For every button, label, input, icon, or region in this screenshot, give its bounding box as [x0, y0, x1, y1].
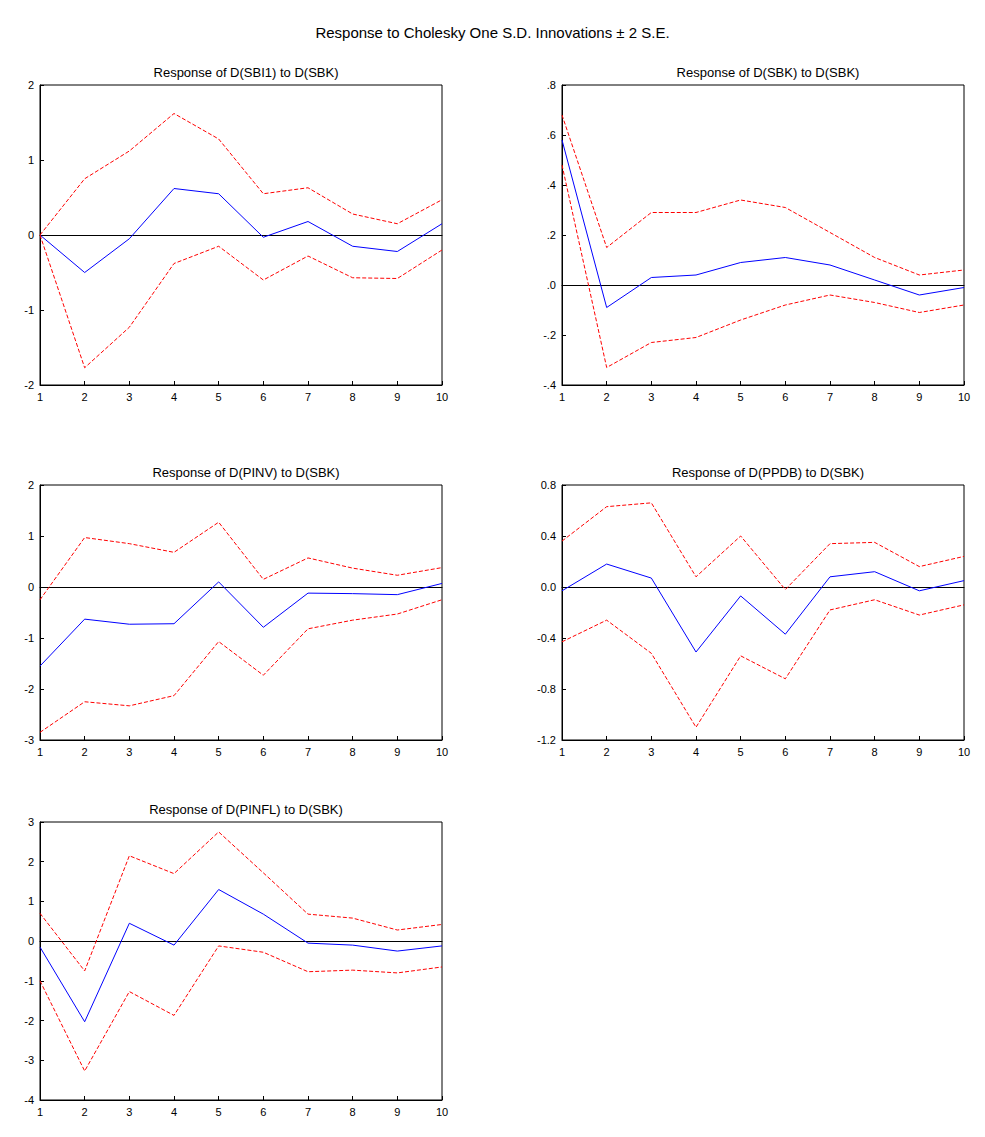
svg-text:-1: -1: [24, 975, 34, 987]
svg-text:0: 0: [28, 581, 34, 593]
svg-text:8: 8: [350, 746, 356, 758]
svg-text:-3: -3: [24, 1054, 34, 1066]
svg-text:9: 9: [394, 1106, 400, 1118]
svg-text:5: 5: [738, 391, 744, 403]
svg-text:-0.8: -0.8: [537, 683, 556, 695]
svg-text:4: 4: [171, 1106, 177, 1118]
svg-text:3: 3: [648, 746, 654, 758]
svg-text:1: 1: [28, 530, 34, 542]
svg-text:2: 2: [28, 79, 34, 91]
svg-text:6: 6: [782, 391, 788, 403]
svg-text:Response of D(PPDB) to D(SBK): Response of D(PPDB) to D(SBK): [672, 465, 864, 480]
svg-text:5: 5: [216, 746, 222, 758]
svg-text:3: 3: [28, 816, 34, 828]
svg-text:3: 3: [126, 746, 132, 758]
svg-text:9: 9: [916, 391, 922, 403]
svg-text:2: 2: [28, 856, 34, 868]
svg-text:0: 0: [28, 935, 34, 947]
svg-text:4: 4: [171, 746, 177, 758]
svg-text:Response of D(PINFL) to D(SBK): Response of D(PINFL) to D(SBK): [149, 802, 343, 817]
svg-text:.2: .2: [547, 229, 556, 241]
svg-text:0.0: 0.0: [541, 581, 556, 593]
svg-text:Response of D(SBK) to D(SBK): Response of D(SBK) to D(SBK): [677, 65, 860, 80]
svg-text:-1: -1: [24, 632, 34, 644]
svg-text:2: 2: [28, 479, 34, 491]
svg-text:10: 10: [436, 391, 448, 403]
svg-text:4: 4: [171, 391, 177, 403]
svg-text:0: 0: [28, 229, 34, 241]
svg-text:7: 7: [305, 746, 311, 758]
svg-text:1: 1: [37, 391, 43, 403]
svg-text:3: 3: [648, 391, 654, 403]
svg-text:.4: .4: [547, 179, 556, 191]
svg-text:6: 6: [260, 391, 266, 403]
svg-text:1: 1: [559, 391, 565, 403]
svg-text:2: 2: [604, 746, 610, 758]
svg-text:-.4: -.4: [543, 379, 556, 391]
svg-text:10: 10: [958, 746, 970, 758]
svg-text:1: 1: [28, 154, 34, 166]
svg-text:5: 5: [216, 1106, 222, 1118]
svg-text:1: 1: [37, 1106, 43, 1118]
svg-text:Response to Cholesky One S.D.: Response to Cholesky One S.D. Innovation…: [315, 24, 669, 41]
svg-text:3: 3: [126, 391, 132, 403]
svg-text:6: 6: [260, 746, 266, 758]
svg-text:-1: -1: [24, 304, 34, 316]
svg-text:6: 6: [782, 746, 788, 758]
svg-text:-3: -3: [24, 734, 34, 746]
svg-text:8: 8: [872, 746, 878, 758]
svg-text:.6: .6: [547, 129, 556, 141]
svg-text:2: 2: [82, 391, 88, 403]
svg-text:-1.2: -1.2: [537, 734, 556, 746]
svg-text:.0: .0: [547, 279, 556, 291]
svg-text:7: 7: [305, 1106, 311, 1118]
svg-text:-2: -2: [24, 379, 34, 391]
svg-text:9: 9: [394, 391, 400, 403]
svg-text:7: 7: [827, 746, 833, 758]
svg-text:Response of D(PINV) to D(SBK): Response of D(PINV) to D(SBK): [152, 465, 339, 480]
svg-text:0.4: 0.4: [541, 530, 556, 542]
svg-text:1: 1: [37, 746, 43, 758]
svg-text:0.8: 0.8: [541, 479, 556, 491]
svg-text:9: 9: [394, 746, 400, 758]
svg-text:8: 8: [872, 391, 878, 403]
svg-text:6: 6: [260, 1106, 266, 1118]
svg-text:4: 4: [693, 391, 699, 403]
svg-text:Response of D(SBI1) to D(SBK): Response of D(SBI1) to D(SBK): [154, 65, 339, 80]
svg-text:10: 10: [436, 1106, 448, 1118]
svg-text:7: 7: [827, 391, 833, 403]
svg-text:5: 5: [738, 746, 744, 758]
svg-text:7: 7: [305, 391, 311, 403]
svg-text:9: 9: [916, 746, 922, 758]
svg-text:-2: -2: [24, 683, 34, 695]
svg-text:10: 10: [958, 391, 970, 403]
svg-text:2: 2: [82, 1106, 88, 1118]
svg-text:-.2: -.2: [543, 329, 556, 341]
svg-text:4: 4: [693, 746, 699, 758]
svg-text:8: 8: [350, 1106, 356, 1118]
svg-text:1: 1: [28, 895, 34, 907]
svg-text:8: 8: [350, 391, 356, 403]
svg-text:-0.4: -0.4: [537, 632, 556, 644]
svg-text:10: 10: [436, 746, 448, 758]
svg-text:2: 2: [604, 391, 610, 403]
svg-text:2: 2: [82, 746, 88, 758]
svg-text:-4: -4: [24, 1094, 34, 1106]
svg-text:-2: -2: [24, 1015, 34, 1027]
svg-text:.8: .8: [547, 79, 556, 91]
svg-text:5: 5: [216, 391, 222, 403]
svg-text:1: 1: [559, 746, 565, 758]
svg-text:3: 3: [126, 1106, 132, 1118]
